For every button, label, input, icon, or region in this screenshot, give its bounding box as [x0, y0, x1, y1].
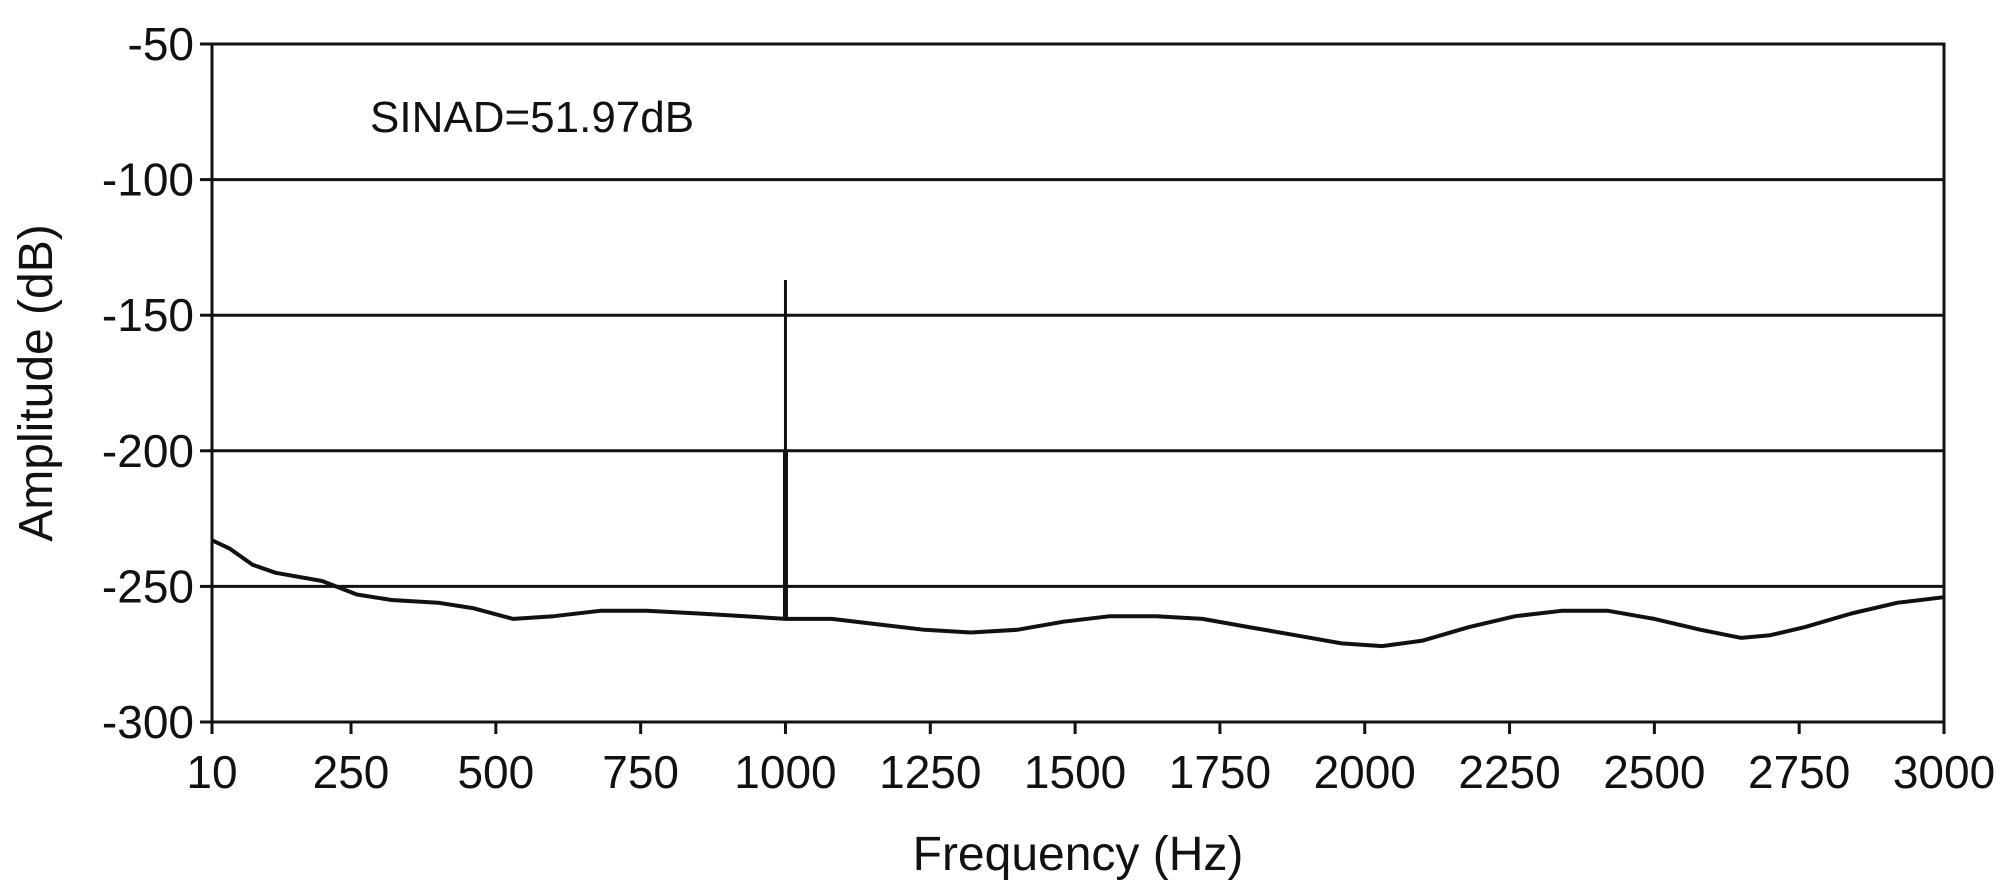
y-tick-label: -200: [102, 425, 194, 477]
x-tick-label: 3000: [1893, 746, 1995, 798]
y-axis-title: Amplitude (dB): [10, 224, 63, 541]
plot-frame: [210, 42, 1946, 724]
x-tick-label: 750: [602, 746, 679, 798]
y-tick-label: -100: [102, 154, 194, 206]
sinad-annotation: SINAD=51.97dB: [370, 93, 694, 142]
y-axis: -50 -100 -150 -200 -250 -300: [102, 18, 212, 748]
x-tick-label: 2500: [1603, 746, 1705, 798]
x-tick-label: 2250: [1458, 746, 1560, 798]
x-tick-label: 2000: [1314, 746, 1416, 798]
y-tick-label: -50: [128, 18, 194, 70]
x-tick-label: 500: [457, 746, 534, 798]
x-tick-label: 1500: [1024, 746, 1126, 798]
y-tick-label: -300: [102, 696, 194, 748]
x-tick-label: 10: [186, 746, 237, 798]
x-axis: 10 250 500 750 1000 1250 1500 1750 2000 2250 2500 2…: [186, 722, 1995, 798]
x-tick-label: 1000: [734, 746, 836, 798]
series-line: [211, 538, 1945, 649]
x-tick-label: 1750: [1169, 746, 1271, 798]
y-tick-label: -150: [102, 289, 194, 341]
grid-lines: [212, 178, 1944, 588]
y-tick-label: -250: [102, 560, 194, 612]
series-group: [211, 279, 1945, 649]
x-tick-label: 2750: [1748, 746, 1850, 798]
x-tick-label: 1250: [879, 746, 981, 798]
x-axis-title: Frequency (Hz): [913, 828, 1244, 881]
x-tick-label: 250: [313, 746, 390, 798]
